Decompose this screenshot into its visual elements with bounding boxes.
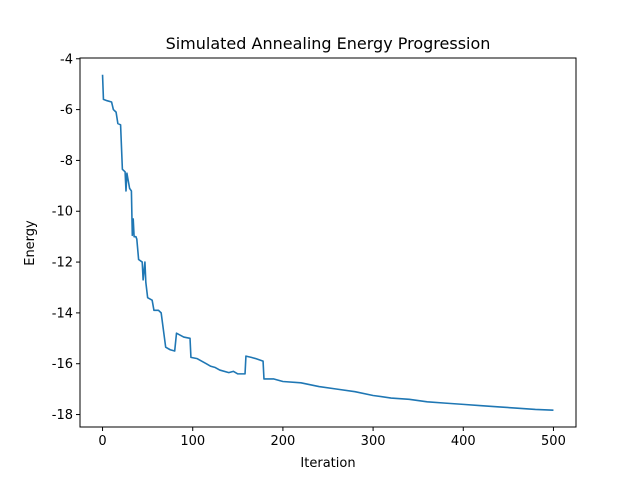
y-tick-label: -18 <box>52 408 73 423</box>
y-tick-label: -10 <box>52 205 73 220</box>
x-tick-label: 500 <box>541 434 566 449</box>
y-tick-label: -16 <box>52 357 73 372</box>
x-tick-label: 400 <box>451 434 476 449</box>
chart-title: Simulated Annealing Energy Progression <box>166 34 491 53</box>
x-tick-label: 100 <box>180 434 205 449</box>
data-line <box>101 74 554 412</box>
y-tick-label: -12 <box>52 256 73 271</box>
y-axis-label: Energy <box>23 220 38 266</box>
y-tick-label: -6 <box>60 103 73 118</box>
plot-frame <box>79 57 577 428</box>
x-tick-label: 0 <box>98 434 106 449</box>
y-tick-label: -4 <box>60 52 73 67</box>
x-tick-label: 200 <box>270 434 295 449</box>
y-tick-label: -8 <box>60 154 73 169</box>
x-tick-label: 300 <box>361 434 386 449</box>
y-tick-label: -14 <box>52 306 73 321</box>
x-axis-label: Iteration <box>300 456 355 471</box>
